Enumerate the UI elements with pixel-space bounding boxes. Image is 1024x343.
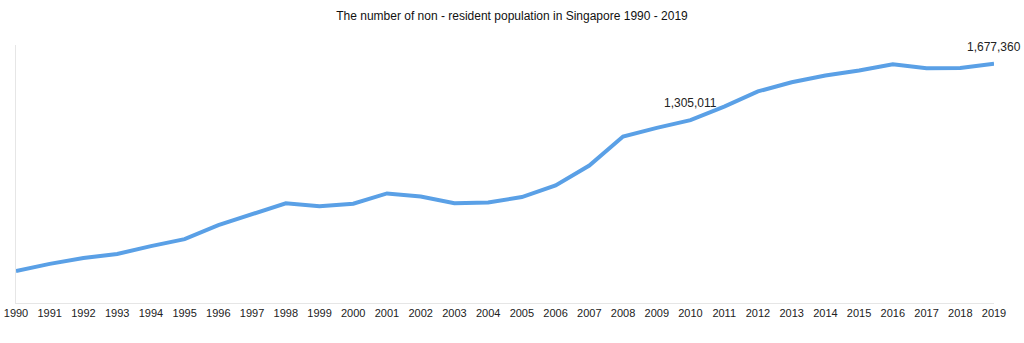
svg-text:1995: 1995 <box>172 307 196 319</box>
svg-text:2007: 2007 <box>577 307 601 319</box>
svg-text:2016: 2016 <box>881 307 905 319</box>
svg-text:1,305,011: 1,305,011 <box>664 96 717 110</box>
svg-text:The number of non - resident p: The number of non - resident population … <box>336 9 688 23</box>
svg-text:1990: 1990 <box>4 307 28 319</box>
svg-text:2014: 2014 <box>813 307 837 319</box>
svg-text:2015: 2015 <box>847 307 871 319</box>
svg-text:2005: 2005 <box>510 307 534 319</box>
svg-text:1992: 1992 <box>71 307 95 319</box>
svg-text:2018: 2018 <box>948 307 972 319</box>
svg-text:2004: 2004 <box>476 307 500 319</box>
svg-text:1996: 1996 <box>206 307 230 319</box>
svg-text:2003: 2003 <box>442 307 466 319</box>
svg-text:2000: 2000 <box>341 307 365 319</box>
svg-text:2009: 2009 <box>645 307 669 319</box>
svg-text:2013: 2013 <box>779 307 803 319</box>
svg-text:2011: 2011 <box>712 307 736 319</box>
svg-text:2008: 2008 <box>611 307 635 319</box>
svg-text:2012: 2012 <box>746 307 770 319</box>
svg-text:2006: 2006 <box>543 307 567 319</box>
svg-text:2010: 2010 <box>678 307 702 319</box>
svg-text:1997: 1997 <box>240 307 264 319</box>
svg-text:1994: 1994 <box>139 307 163 319</box>
svg-text:2019: 2019 <box>982 307 1006 319</box>
svg-text:2017: 2017 <box>914 307 938 319</box>
svg-text:1991: 1991 <box>37 307 61 319</box>
svg-text:1998: 1998 <box>274 307 298 319</box>
svg-text:1,677,360: 1,677,360 <box>967 40 1021 54</box>
svg-text:1999: 1999 <box>307 307 331 319</box>
svg-text:2002: 2002 <box>408 307 432 319</box>
svg-text:2001: 2001 <box>375 307 399 319</box>
svg-text:1993: 1993 <box>105 307 129 319</box>
